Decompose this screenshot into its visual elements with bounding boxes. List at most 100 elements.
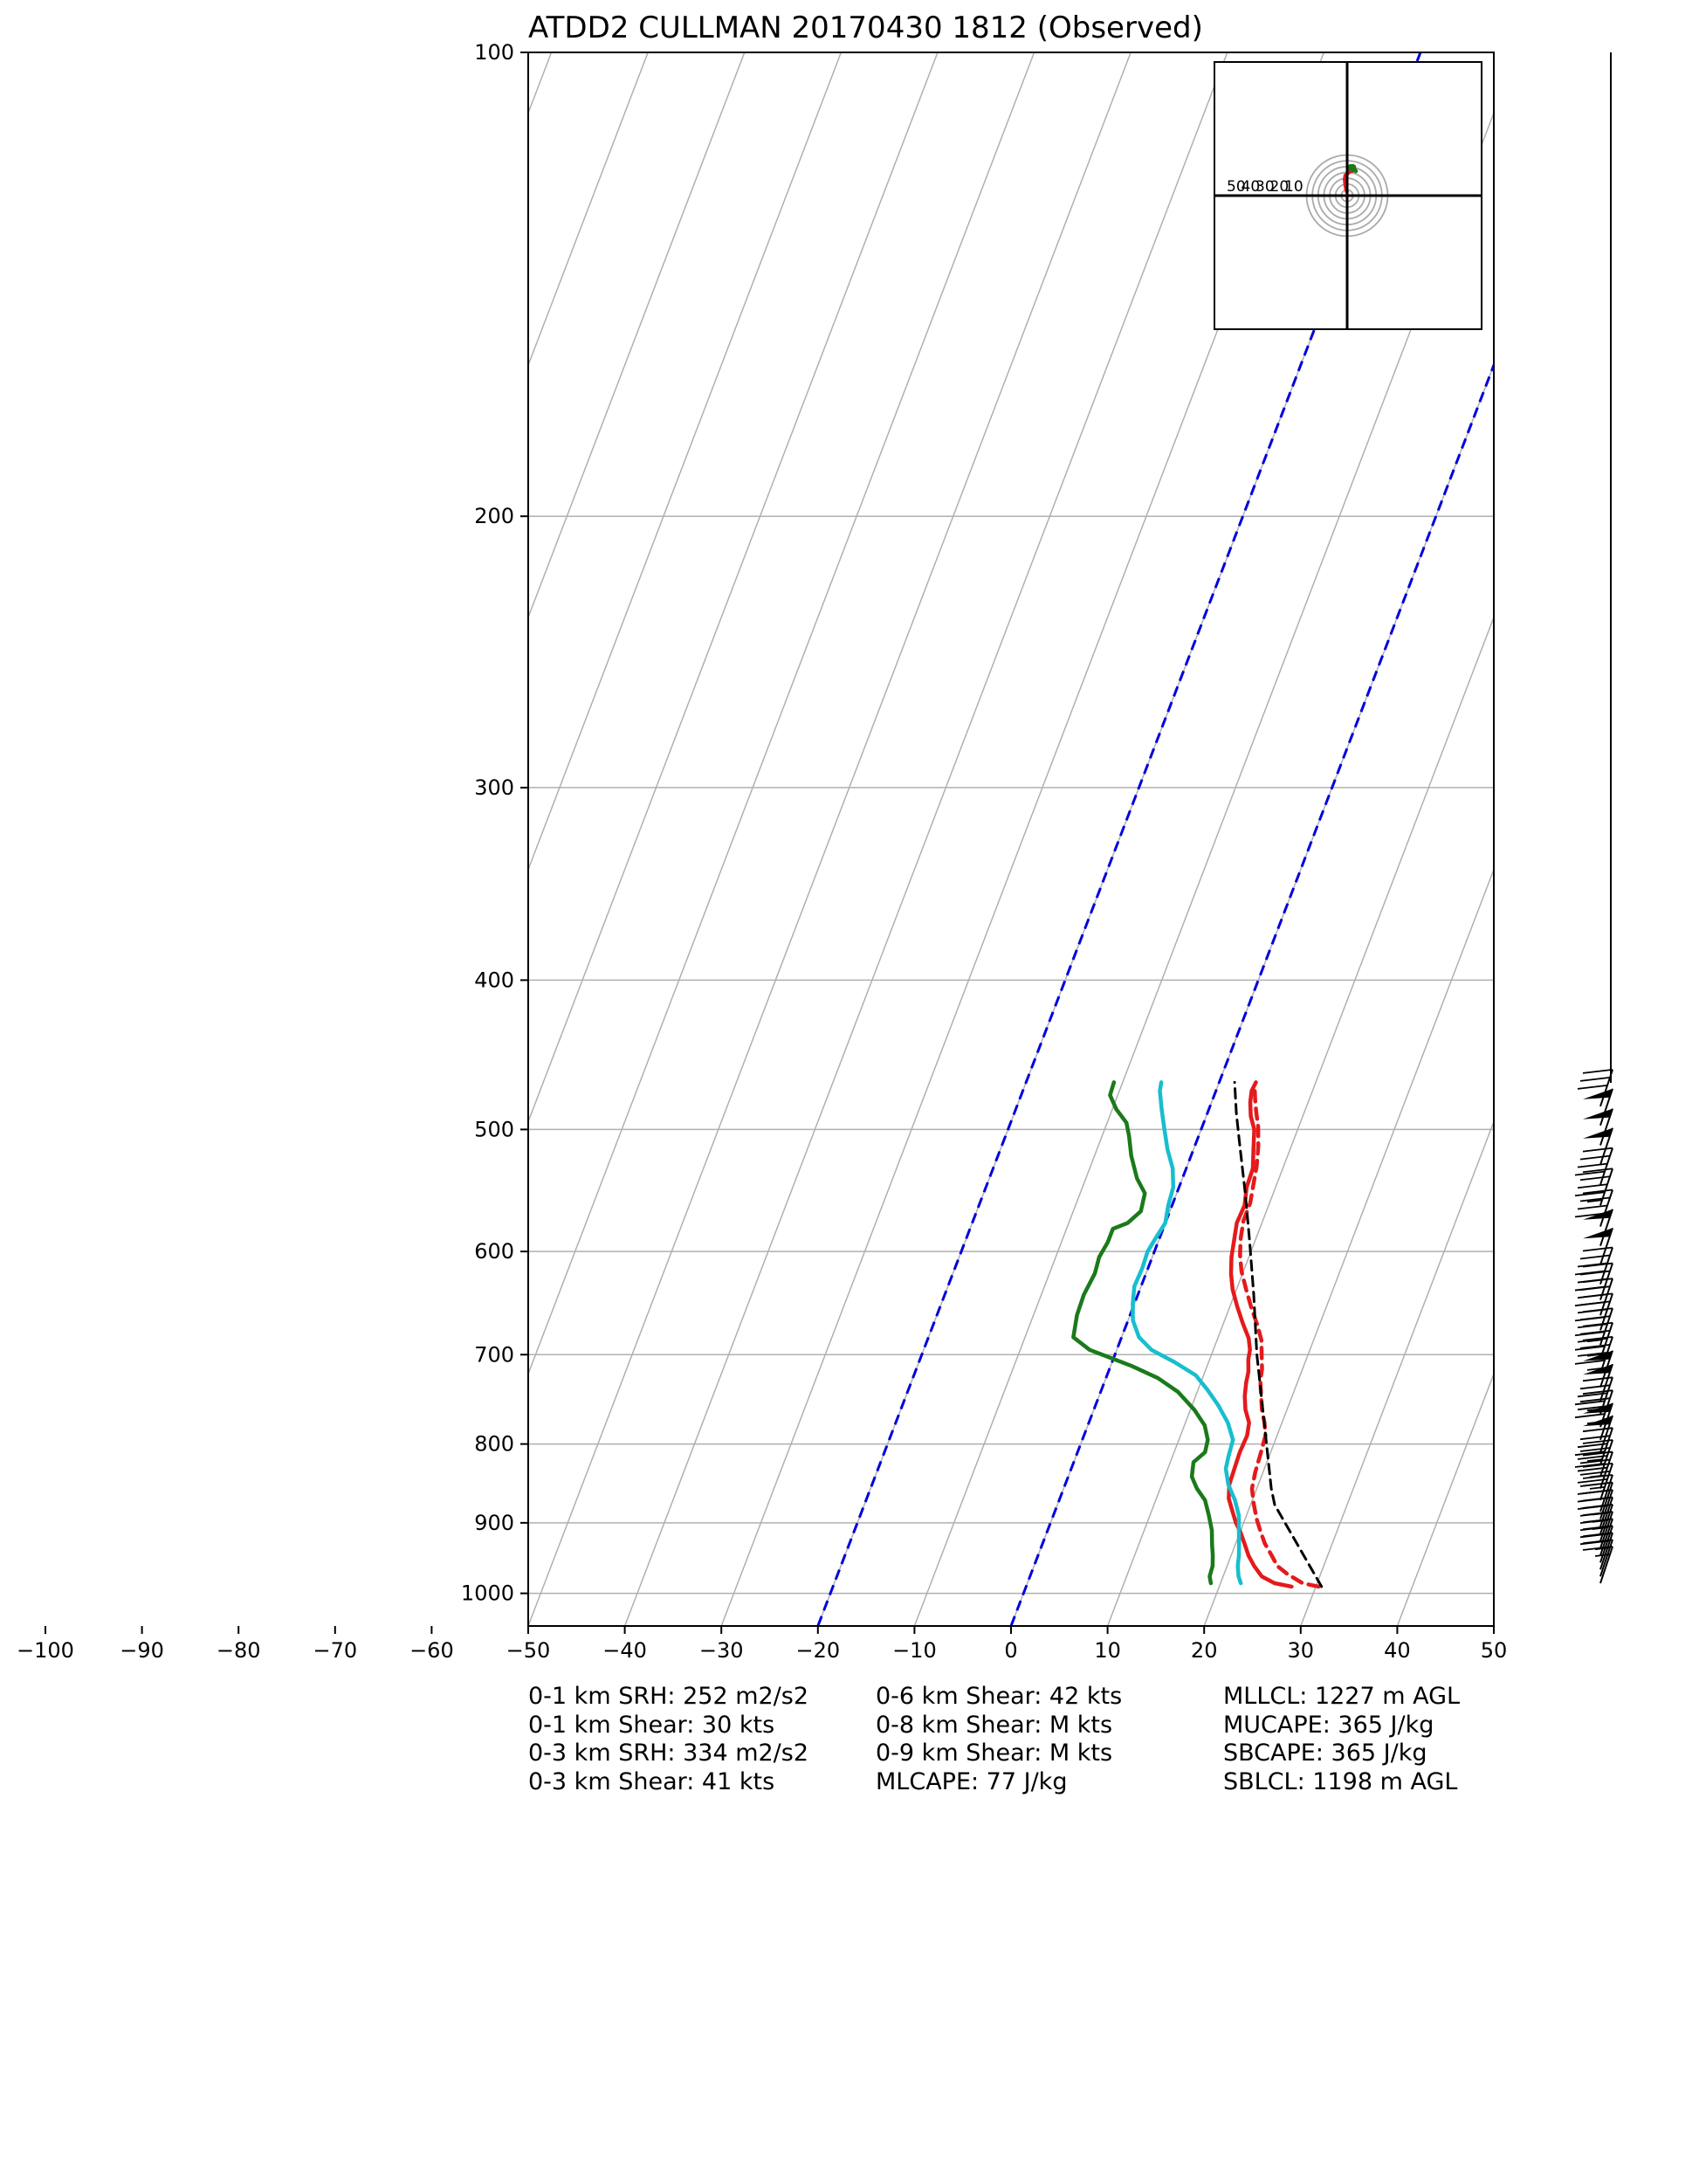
x-tick-label: −10 xyxy=(892,1638,937,1663)
hodograph-ring-label: 50 xyxy=(1227,178,1246,196)
stats-column-1: 0-1 km SRH: 252 m2/s2 0-1 km Shear: 30 k… xyxy=(528,1683,808,1796)
hodograph-ring-label: 30 xyxy=(1255,178,1275,196)
stat-line: 0-9 km Shear: M kts xyxy=(876,1740,1113,1767)
stat-line: 0-3 km Shear: 41 kts xyxy=(528,1767,775,1795)
y-tick-label: 500 xyxy=(474,1117,514,1141)
wind-barb-half-flag xyxy=(1586,1421,1603,1425)
y-tick-label: 1000 xyxy=(461,1581,514,1606)
wind-barb-flag xyxy=(1582,1246,1613,1252)
stat-line: 0-6 km Shear: 42 kts xyxy=(876,1683,1123,1710)
x-tick-label: 40 xyxy=(1384,1638,1411,1663)
wind-barb-flag xyxy=(1582,1147,1613,1153)
y-tick-label: 700 xyxy=(474,1342,514,1367)
wind-barb xyxy=(1574,1147,1613,1185)
virtual_temperature-line xyxy=(1238,1085,1321,1589)
x-tick-label: −30 xyxy=(699,1638,744,1663)
x-tick-label: −40 xyxy=(602,1638,647,1663)
wind-barb-staff xyxy=(1599,1546,1613,1584)
wind-barb-flag xyxy=(1574,1212,1606,1218)
wind-barb-flag xyxy=(1574,1331,1606,1337)
wind-barb-staff xyxy=(1599,1482,1613,1519)
wind-barb-staff xyxy=(1599,1489,1613,1527)
wind-barb-half-flag xyxy=(1586,1458,1603,1463)
x-tick-label: 50 xyxy=(1481,1638,1508,1663)
stat-line: MLCAPE: 77 J/kg xyxy=(876,1767,1068,1795)
stat-line: 0-1 km Shear: 30 kts xyxy=(528,1711,775,1739)
isotherm-gridline xyxy=(528,52,939,1124)
isotherm-gridline xyxy=(1010,363,1494,1626)
stat-line: 0-1 km SRH: 252 m2/s2 xyxy=(528,1683,809,1710)
wind-barb-half-flag xyxy=(1586,1408,1603,1412)
wind-barb-flag xyxy=(1577,1497,1608,1503)
wind-barb-flag xyxy=(1574,1301,1606,1307)
wind-barb-flag xyxy=(1582,1188,1613,1195)
wind-barb xyxy=(1574,1188,1613,1227)
wind-barb-staff xyxy=(1599,1336,1613,1374)
wind-barb-flag xyxy=(1579,1254,1611,1260)
wind-barb-staff xyxy=(1599,1497,1613,1534)
wind-barb-staff xyxy=(1599,1168,1613,1206)
wind-barb-staff xyxy=(1599,1532,1613,1570)
stats-column-2: 0-6 km Shear: 42 kts 0-8 km Shear: M kts… xyxy=(876,1683,1122,1796)
chart-title: ATDD2 CULLMAN 20170430 1812 (Observed) xyxy=(528,10,1203,45)
wind-barb-staff xyxy=(1599,1377,1613,1415)
isotherm-gridline xyxy=(0,52,262,1626)
wind-barb-staff xyxy=(1599,1263,1613,1300)
wind-barb xyxy=(1577,1069,1613,1107)
wind-barb-column xyxy=(1574,52,1613,1584)
wind-barb-staff xyxy=(1599,1518,1613,1556)
wind-barb-flag xyxy=(1577,1162,1608,1168)
wind-barb-flag xyxy=(1579,1196,1611,1202)
parcel-line xyxy=(1233,1080,1324,1588)
wind-barb-flag xyxy=(1574,1170,1606,1176)
wind-barb xyxy=(1574,1168,1613,1206)
wind-barb-flag xyxy=(1577,1490,1608,1495)
isotherm-gridline xyxy=(528,52,553,115)
x-tick-label: −80 xyxy=(217,1638,261,1663)
isotherm-gridline xyxy=(0,52,69,1626)
wind-barb-staff xyxy=(1599,1293,1613,1331)
wind-barb-flag xyxy=(1579,1482,1611,1487)
y-tick-label: 800 xyxy=(474,1432,514,1457)
stat-line: MUCAPE: 365 J/kg xyxy=(1223,1711,1434,1739)
wind-barb-flag xyxy=(1577,1183,1608,1189)
wind-barb-staff xyxy=(1599,1322,1613,1361)
stat-line: 0-8 km Shear: M kts xyxy=(876,1711,1113,1739)
x-tick-label: −60 xyxy=(409,1638,454,1663)
wind-barb-staff xyxy=(1599,1427,1613,1465)
x-tick-label: −100 xyxy=(17,1638,74,1663)
hodograph-ring-label: 40 xyxy=(1242,178,1261,196)
wind-barb-flag xyxy=(1579,1154,1611,1161)
wind-barb-flag xyxy=(1574,1285,1606,1292)
wind-barb-flag xyxy=(1582,1168,1613,1174)
stat-line: MLLCL: 1227 m AGL xyxy=(1223,1683,1461,1710)
wind-barb-staff xyxy=(1599,1451,1613,1489)
profile-series xyxy=(1071,1080,1324,1589)
wind-barb-staff xyxy=(1599,1474,1613,1512)
wetbulb-line xyxy=(1131,1080,1243,1586)
wind-barb-flag xyxy=(1577,1262,1608,1268)
x-tick-label: 20 xyxy=(1191,1638,1218,1663)
wind-barb xyxy=(1577,1474,1613,1512)
wind-barb-staff xyxy=(1599,1439,1613,1478)
wind-barb-pennant xyxy=(1583,1127,1613,1139)
wind-barb-staff xyxy=(1599,1389,1613,1428)
wind-barb-flag xyxy=(1577,1085,1608,1090)
isotherm-gridline xyxy=(528,52,1132,1626)
isotherm-gridline xyxy=(528,52,649,368)
wind-barb-flag xyxy=(1574,1316,1606,1322)
y-axis: 100 200 300 400 500 600 700 800 900 1000 xyxy=(461,40,528,1606)
x-tick-label: −70 xyxy=(313,1638,357,1663)
wind-barb-half-flag xyxy=(1586,1367,1603,1371)
wind-barb-flag xyxy=(1574,1345,1606,1351)
wind-barb-half-flag xyxy=(1589,1474,1606,1478)
y-tick-label: 100 xyxy=(474,40,514,65)
wind-barb-flag xyxy=(1577,1204,1608,1210)
wind-barb-half-flag xyxy=(1586,1199,1603,1203)
hodograph-ring-label: 10 xyxy=(1284,178,1303,196)
hodograph_green-trace xyxy=(1346,163,1359,174)
grid-layer xyxy=(0,52,1494,1626)
wind-barb-flag xyxy=(1574,1413,1606,1419)
